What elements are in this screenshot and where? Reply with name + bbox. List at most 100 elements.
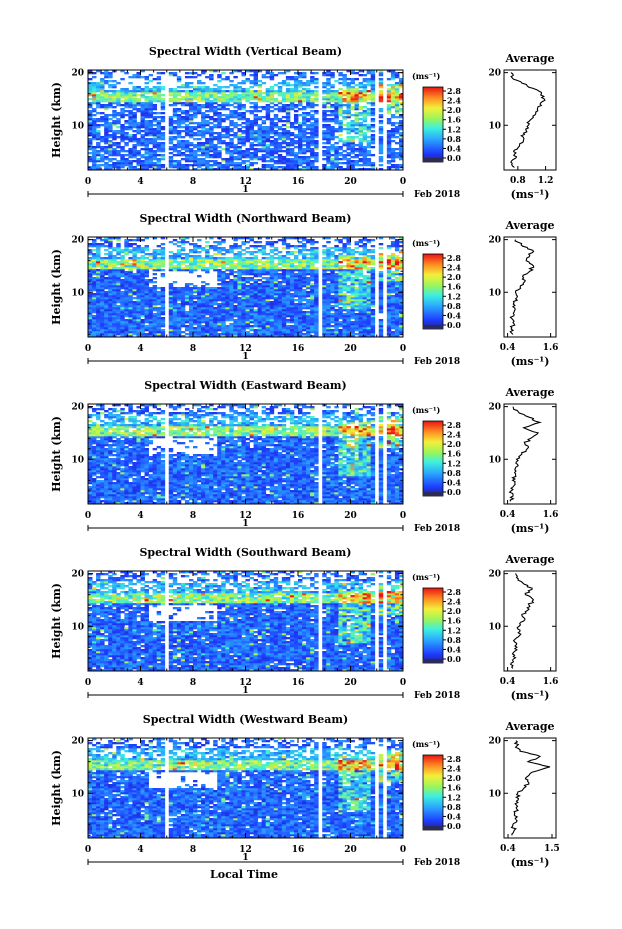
x-tick-label: 12: [239, 678, 252, 688]
x-axis-label: Local Time: [210, 868, 278, 881]
x-tick-label: 0: [400, 344, 406, 354]
colorbar-under: [423, 492, 443, 496]
colorbar-tick-label: 0.8: [447, 301, 461, 311]
y-axis-label: Height (km): [50, 249, 63, 325]
x-tick-label: 20: [344, 678, 357, 688]
heatmap-field: [88, 237, 404, 338]
average-frame: [503, 69, 557, 171]
x-tick-label: 4: [137, 678, 143, 688]
average-x-label: (ms⁻¹): [511, 188, 550, 201]
x-tick-label: 16: [292, 511, 305, 521]
colorbar-tick-label: 2.8: [447, 86, 461, 96]
average-title: Average: [504, 219, 554, 232]
average-frame: [503, 737, 557, 839]
y-tick-label: 10: [71, 622, 84, 632]
panel-2: Spectral Width (Northward Beam)2010Heigh…: [50, 212, 558, 368]
colorbar-tick-label: 2.4: [447, 430, 461, 440]
average-y-tick-label: 20: [488, 403, 501, 413]
chart-title: Spectral Width (Eastward Beam): [144, 379, 346, 392]
colorbar-tick-label: 0.0: [447, 821, 461, 831]
colorbar-tick-label: 0.4: [447, 811, 461, 821]
y-axis-label: Height (km): [50, 583, 63, 659]
panel-4: Spectral Width (Southward Beam) 20 10 Heigh…: [50, 546, 558, 702]
average-x-tick-label: 1.5: [544, 844, 560, 854]
colorbar-tick-label: 0.8: [447, 468, 461, 478]
date-label: Feb 2018: [414, 357, 460, 367]
colorbar-tick-label: 0.8: [447, 134, 461, 144]
date-label: Feb 2018: [414, 691, 460, 701]
colorbar-unit: (ms⁻¹): [412, 71, 440, 81]
x-tick-label: 0: [400, 177, 406, 187]
chart-title: Spectral Width (Westward Beam): [143, 713, 348, 726]
average-title: Average: [504, 553, 554, 566]
x-tick-label: 12: [239, 344, 252, 354]
day-label: 1: [242, 853, 248, 863]
average-y-tick-label: 20: [488, 737, 501, 747]
colorbar-tick-label: 2.4: [447, 263, 461, 273]
average-x-label: (ms⁻¹): [511, 355, 550, 368]
y-tick-label: 10: [71, 789, 84, 799]
colorbar-tick-label: 1.2: [447, 792, 461, 802]
average-x-tick-label: 0.4: [500, 677, 516, 687]
average-y-tick-label: 10: [488, 121, 501, 131]
x-tick-label: 20: [344, 845, 357, 855]
average-y-tick-label: 10: [488, 288, 501, 298]
colorbar: [422, 587, 444, 664]
panel-3: Spectral Width (Eastward Beam) 20 10 Height…: [50, 379, 558, 535]
average-frame: [503, 570, 557, 672]
average-y-tick-label: 10: [488, 622, 501, 632]
x-tick-label: 0: [400, 678, 406, 688]
y-tick-label: 20: [71, 737, 84, 747]
heatmap-field: [88, 738, 404, 839]
chart-title: Spectral Width (Southward Beam): [139, 546, 351, 559]
colorbar-tick-label: 0.8: [447, 635, 461, 645]
colorbar-tick-label: 0.0: [447, 320, 461, 330]
average-profile-line: [509, 239, 535, 335]
colorbar-tick-label: 2.0: [447, 606, 461, 616]
x-tick-label: 4: [137, 511, 143, 521]
y-tick-label: 10: [71, 455, 84, 465]
colorbar-tick-label: 1.2: [447, 458, 461, 468]
x-tick-label: 8: [190, 177, 196, 187]
colorbar-tick-label: 2.0: [447, 272, 461, 282]
date-label: Feb 2018: [414, 524, 460, 534]
heatmap-field: [88, 571, 404, 672]
average-title: Average: [504, 720, 554, 733]
panel-1: Spectral Width (Vertical Beam)2010Height…: [50, 45, 557, 201]
colorbar-tick-label: 1.6: [447, 616, 461, 626]
colorbar-tick-label: 2.4: [447, 96, 461, 106]
colorbar-unit: (ms⁻¹): [412, 238, 440, 248]
colorbar-tick-label: 0.4: [447, 477, 461, 487]
y-axis-label: Height (km): [50, 416, 63, 492]
colorbar-tick-label: 1.6: [447, 115, 461, 125]
y-tick-label: 10: [71, 121, 84, 131]
colorbar-tick-label: 1.6: [447, 282, 461, 292]
colorbar-tick-label: 2.4: [447, 764, 461, 774]
colorbar-tick-label: 0.4: [447, 143, 461, 153]
colorbar-tick-label: 0.8: [447, 802, 461, 812]
heatmap-field: [88, 70, 404, 171]
y-tick-label: 20: [71, 403, 84, 413]
average-profile-line: [510, 72, 546, 168]
average-title: Average: [504, 52, 554, 65]
colorbar-tick-label: 2.8: [447, 420, 461, 430]
colorbar-tick-label: 0.4: [447, 644, 461, 654]
colorbar: [422, 754, 444, 831]
colorbar-under: [423, 826, 443, 830]
colorbar-tick-label: 2.0: [447, 105, 461, 115]
day-label: 1: [242, 185, 248, 195]
colorbar-under: [423, 158, 443, 162]
x-tick-label: 0: [400, 511, 406, 521]
x-tick-label: 4: [137, 845, 143, 855]
x-tick-label: 8: [190, 344, 196, 354]
colorbar-tick-label: 1.2: [447, 124, 461, 134]
colorbar-unit: (ms⁻¹): [412, 739, 440, 749]
average-x-tick-label: 0.4: [500, 510, 516, 520]
colorbar-tick-label: 2.8: [447, 253, 461, 263]
colorbar-unit: (ms⁻¹): [412, 405, 440, 415]
x-tick-label: 16: [292, 678, 305, 688]
average-y-tick-label: 20: [488, 69, 501, 79]
x-tick-label: 0: [85, 845, 91, 855]
y-axis-label: Height (km): [50, 750, 63, 826]
average-profile-line: [510, 740, 551, 836]
